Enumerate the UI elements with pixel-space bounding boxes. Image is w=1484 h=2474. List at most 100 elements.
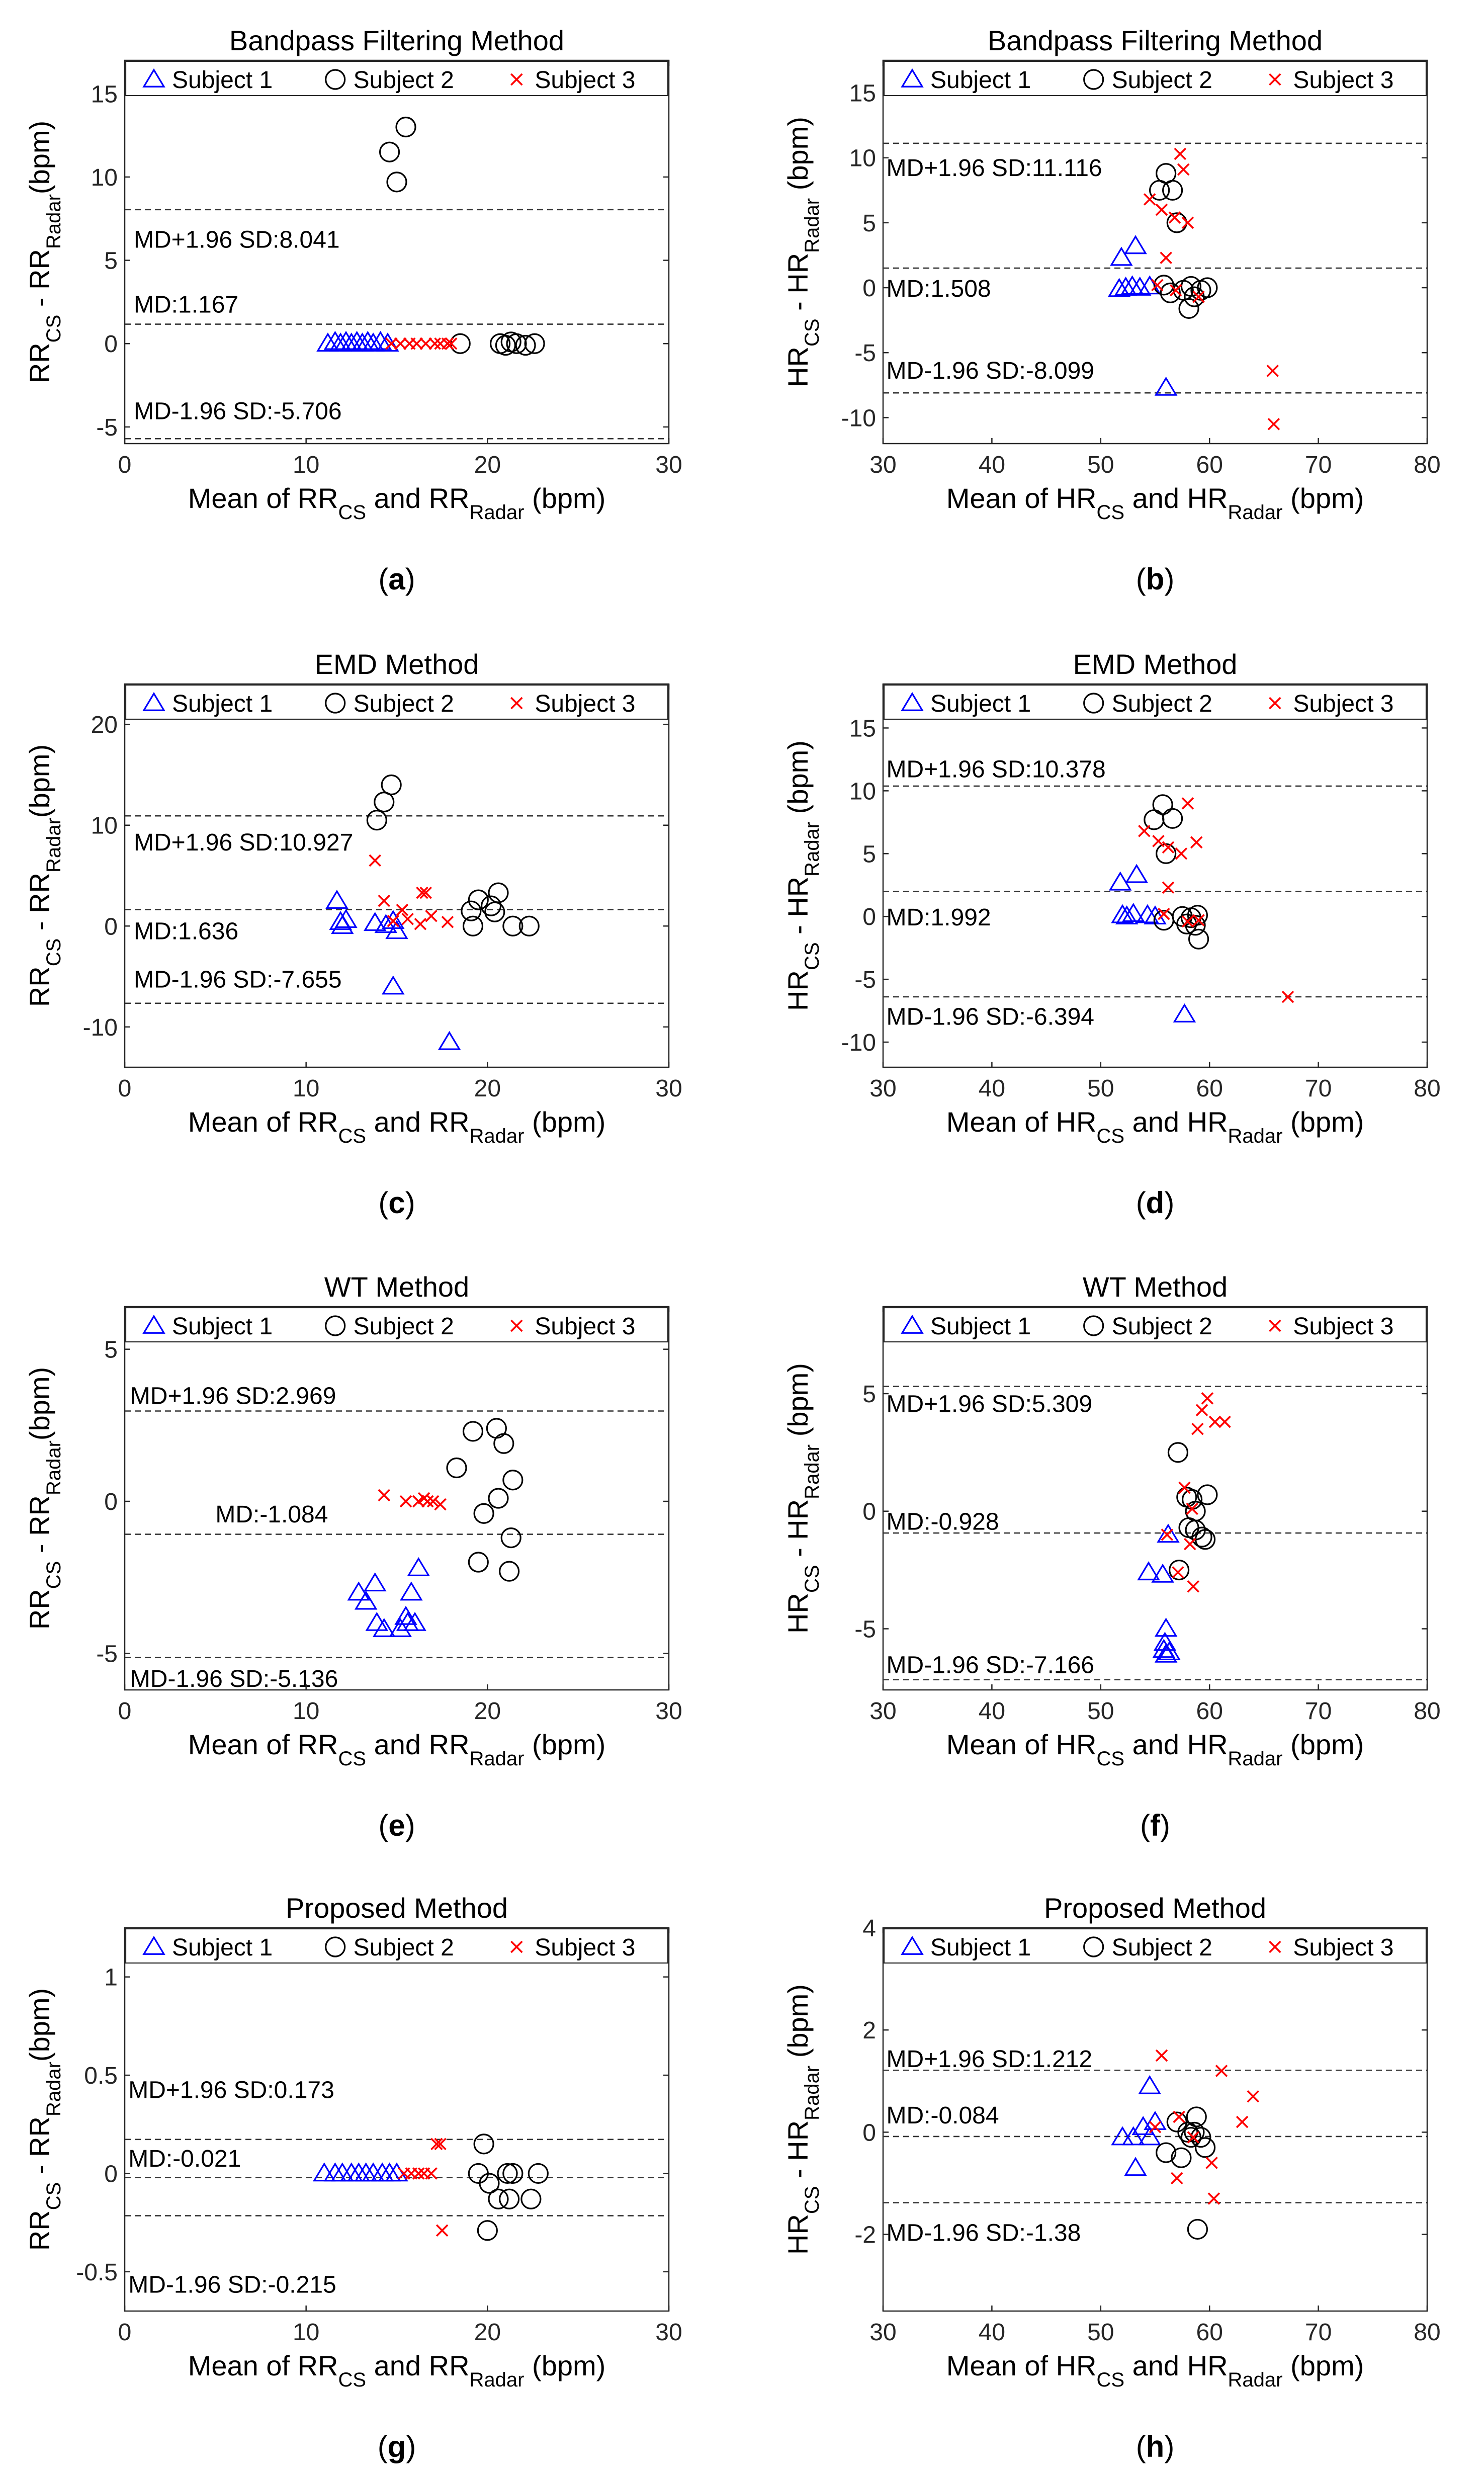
x-axis-label: Mean of HRCS and HRRadar (bpm) xyxy=(946,482,1364,524)
data-point xyxy=(1128,276,1152,296)
data-point xyxy=(394,1605,417,1625)
legend-marker xyxy=(901,692,924,711)
reference-line-label: MD-1.96 SD:-7.166 xyxy=(886,1652,1094,1679)
chart-panel-f: WT Method MD+1.96 SD:5.309 MD:-0.928 MD-1.9… xyxy=(782,1271,1441,1842)
reference-line-label: MD+1.96 SD:8.041 xyxy=(134,226,340,253)
y-tick-label: 15 xyxy=(91,81,118,108)
data-point xyxy=(1169,284,1182,297)
x-tick-label: 30 xyxy=(655,452,682,478)
legend-label: Subject 3 xyxy=(1293,67,1393,94)
data-point xyxy=(1181,216,1194,229)
y-tick-label: -10 xyxy=(841,1030,876,1056)
data-point xyxy=(434,1498,447,1511)
panel-caption: (e) xyxy=(378,1809,415,1842)
panel-caption: (d) xyxy=(1136,1186,1175,1220)
x-tick-label: 30 xyxy=(869,1698,896,1725)
y-tick-label: 15 xyxy=(849,80,876,107)
data-point xyxy=(1131,2116,1155,2136)
data-point xyxy=(502,2163,523,2184)
y-tick-label: 5 xyxy=(104,1337,118,1363)
chart-title: WT Method xyxy=(1083,1271,1228,1303)
data-point xyxy=(382,975,405,995)
data-point xyxy=(1110,246,1133,266)
chart-title: Bandpass Filtering Method xyxy=(229,25,564,56)
x-tick-label: 80 xyxy=(1414,1698,1440,1725)
data-point xyxy=(1136,904,1159,923)
chart-title: WT Method xyxy=(324,1271,469,1303)
panel-caption: (f) xyxy=(1140,1809,1170,1842)
data-point xyxy=(1188,928,1209,950)
plot-area xyxy=(124,1306,670,1691)
data-point xyxy=(425,909,438,922)
data-point xyxy=(446,1457,467,1479)
panel-caption: (b) xyxy=(1136,562,1175,596)
y-tick-label: -5 xyxy=(854,1616,876,1643)
legend-box xyxy=(125,1928,669,1964)
data-point xyxy=(1236,2115,1249,2128)
data-point xyxy=(500,1527,521,1549)
y-tick-label: 0 xyxy=(862,2119,876,2146)
x-tick-label: 70 xyxy=(1305,1075,1332,1102)
legend-label: Subject 3 xyxy=(1293,691,1393,717)
data-point xyxy=(1114,276,1138,296)
reference-line-label: MD:1.992 xyxy=(886,904,991,931)
y-axis-label: RRCS - RRRadar(bpm) xyxy=(24,1367,65,1630)
legend-marker xyxy=(142,1935,165,1955)
y-tick-label: 1 xyxy=(104,1965,118,1991)
data-point xyxy=(520,2188,542,2209)
data-point xyxy=(385,920,408,940)
legend-label: Subject 2 xyxy=(1112,1313,1212,1340)
data-point xyxy=(407,1557,430,1576)
data-point xyxy=(1115,905,1139,925)
y-tick-label: -5 xyxy=(854,967,876,993)
data-point xyxy=(1156,2142,1177,2163)
x-tick-label: 30 xyxy=(869,2319,896,2346)
data-point xyxy=(1171,2172,1183,2185)
data-point xyxy=(1138,2075,1161,2094)
data-point xyxy=(419,886,432,899)
data-point xyxy=(331,915,354,934)
panel-caption: (h) xyxy=(1136,2430,1175,2463)
x-tick-label: 80 xyxy=(1414,2319,1440,2346)
data-point xyxy=(1201,1392,1214,1405)
y-axis-label: RRCS - RRRadar(bpm) xyxy=(24,121,65,383)
legend-label: Subject 3 xyxy=(535,1313,635,1340)
y-axis-label: HRCS - HRRadar (bpm) xyxy=(782,740,823,1011)
series-subject-2 xyxy=(446,1418,523,1582)
data-point xyxy=(1178,298,1199,319)
data-point xyxy=(1190,2126,1211,2148)
legend-box xyxy=(883,684,1427,720)
x-tick-label: 40 xyxy=(979,1075,1005,1102)
data-point xyxy=(1177,163,1190,176)
legend: Subject 1 Subject 2 Subject 3 xyxy=(125,684,669,720)
series-subject-3 xyxy=(1143,147,1280,431)
x-axis-label: Mean of RRCS and RRRadar (bpm) xyxy=(188,482,606,524)
y-axis-label: HRCS - HRRadar (bpm) xyxy=(782,1363,823,1634)
reference-line-label: MD-1.96 SD:-5.136 xyxy=(130,1666,338,1692)
chart-title: EMD Method xyxy=(315,648,479,680)
y-tick-label: 5 xyxy=(862,210,876,237)
data-point xyxy=(438,1031,461,1050)
data-point xyxy=(1138,825,1151,837)
x-tick-label: 40 xyxy=(979,1698,1005,1725)
series-subject-3 xyxy=(1138,797,1294,1003)
x-tick-label: 30 xyxy=(869,452,896,478)
reference-line-label: MD-1.96 SD:-0.215 xyxy=(128,2271,336,2298)
data-point xyxy=(1267,417,1280,431)
data-point xyxy=(1162,841,1175,854)
y-tick-label: -10 xyxy=(841,405,876,432)
chart-title: EMD Method xyxy=(1073,648,1238,680)
data-point xyxy=(462,1421,484,1442)
data-point xyxy=(1205,2157,1218,2169)
data-point xyxy=(1167,1442,1189,1463)
data-point xyxy=(400,1581,423,1601)
reference-line-label: MD+1.96 SD:1.212 xyxy=(886,2046,1092,2073)
data-point xyxy=(477,2220,498,2241)
legend-marker xyxy=(510,1940,523,1953)
data-point xyxy=(1174,147,1187,160)
data-point xyxy=(394,337,407,350)
data-point xyxy=(378,894,391,907)
legend-label: Subject 1 xyxy=(930,1934,1031,1961)
data-point xyxy=(1107,278,1131,297)
legend-marker xyxy=(510,697,523,710)
